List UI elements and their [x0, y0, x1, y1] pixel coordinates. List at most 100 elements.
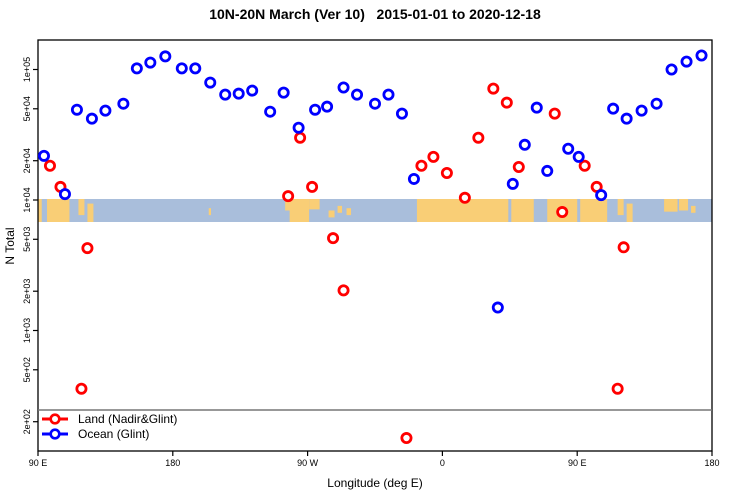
- ocean-point: [695, 49, 708, 62]
- ocean-point: [607, 102, 620, 115]
- legend: Land (Nadir&Glint) Ocean (Glint): [42, 412, 177, 441]
- land-point: [487, 82, 500, 95]
- land-point: [548, 107, 561, 120]
- ocean-point: [264, 105, 277, 118]
- map-band-land-patch: [38, 199, 42, 222]
- ocean-point: [189, 62, 202, 75]
- land-point: [512, 161, 525, 174]
- x-axis-title: Longitude (deg E): [327, 476, 422, 490]
- land-point: [75, 382, 88, 395]
- ocean-point: [204, 76, 217, 89]
- land-point: [306, 180, 319, 193]
- y-tick-label: 5e+04: [22, 96, 32, 121]
- ocean-point: [144, 56, 157, 69]
- land-point: [458, 191, 471, 204]
- ocean-point: [665, 63, 678, 76]
- ocean-point: [321, 100, 334, 113]
- ocean-point: [130, 62, 143, 75]
- legend-land-marker-icon: [49, 413, 61, 425]
- y-axis-title: N Total: [3, 227, 17, 264]
- map-band-ocean: [38, 199, 712, 222]
- ocean-point: [219, 88, 232, 101]
- map-band-land-patch: [328, 210, 335, 218]
- x-tick-label: 180: [704, 458, 719, 468]
- land-point: [472, 131, 485, 144]
- legend-ocean-marker-icon: [49, 428, 61, 440]
- land-point: [415, 159, 428, 172]
- y-tick-label: 5e+03: [22, 227, 32, 252]
- map-band-land-patch: [511, 199, 534, 222]
- y-tick-label: 1e+05: [22, 57, 32, 82]
- land-point: [440, 167, 453, 180]
- ocean-point: [85, 112, 98, 125]
- map-band-land-patch: [580, 199, 608, 222]
- ocean-point: [37, 149, 50, 162]
- ocean-point: [541, 164, 554, 177]
- y-tick-label: 2e+03: [22, 279, 32, 304]
- axes: 90 E 180 90 W 0 90 E 180 1e+05 5e+04 2e+04 1e+04 5…: [22, 57, 720, 468]
- ocean-point: [99, 104, 112, 117]
- ocean-point: [368, 97, 381, 110]
- map-band-land-patch: [78, 199, 85, 216]
- land-point: [578, 159, 591, 172]
- ocean-point: [572, 150, 585, 163]
- land-point: [43, 159, 56, 172]
- y-tick-label: 1e+03: [22, 318, 32, 343]
- ocean-point: [58, 188, 71, 201]
- map-band-land-patch: [416, 199, 509, 222]
- ocean-point: [650, 97, 663, 110]
- ocean-point: [530, 101, 543, 114]
- ocean-point: [277, 86, 290, 99]
- ocean-point: [159, 50, 172, 63]
- map-band-land-patch: [626, 203, 633, 222]
- ocean-point: [680, 55, 693, 68]
- y-tick-label: 2e+02: [22, 409, 32, 434]
- map-band-land-patch: [87, 203, 94, 222]
- land-point: [556, 206, 569, 219]
- ocean-point: [309, 103, 322, 116]
- land-point: [294, 131, 307, 144]
- land-point: [327, 232, 340, 245]
- latitude-map-band: [38, 199, 712, 222]
- map-band-land-patch: [208, 208, 211, 216]
- ocean-point: [292, 121, 305, 134]
- legend-ocean-label: Ocean (Glint): [78, 427, 149, 441]
- legend-land-label: Land (Nadir&Glint): [78, 412, 177, 426]
- ocean-point: [175, 62, 188, 75]
- ocean-point: [407, 172, 420, 185]
- map-band-land-patch: [346, 208, 352, 216]
- land-point: [282, 190, 295, 203]
- land-point: [81, 242, 94, 255]
- land-point: [617, 241, 630, 254]
- plot-frame: [37, 39, 713, 452]
- land-point: [400, 432, 413, 445]
- chart-title: 10N-20N March (Ver 10) 2015-01-01 to 202…: [209, 6, 541, 22]
- x-tick-label: 90 E: [29, 458, 48, 468]
- land-point: [427, 150, 440, 163]
- map-band-land-patch: [309, 199, 320, 210]
- ocean-point: [70, 103, 83, 116]
- ocean-point: [595, 189, 608, 202]
- x-tick-label: 180: [165, 458, 180, 468]
- y-tick-label: 5e+02: [22, 357, 32, 382]
- land-point: [337, 284, 350, 297]
- map-band-land-patch: [691, 205, 696, 213]
- ocean-point: [562, 142, 575, 155]
- ocean-point: [620, 112, 633, 125]
- ocean-point: [351, 88, 364, 101]
- x-tick-label: 90 E: [568, 458, 587, 468]
- map-band-land-patch: [337, 205, 343, 213]
- map-band-land-patch: [46, 199, 70, 222]
- land-point: [611, 382, 624, 395]
- map-band-land-patch: [289, 199, 310, 222]
- y-tick-label: 1e+04: [22, 187, 32, 212]
- ocean-point: [395, 107, 408, 120]
- data-points: [37, 49, 708, 445]
- x-tick-label: 90 W: [297, 458, 319, 468]
- ocean-point: [491, 301, 504, 314]
- ocean-point: [246, 84, 259, 97]
- ocean-point: [635, 104, 648, 117]
- map-band-land-patch: [679, 199, 689, 211]
